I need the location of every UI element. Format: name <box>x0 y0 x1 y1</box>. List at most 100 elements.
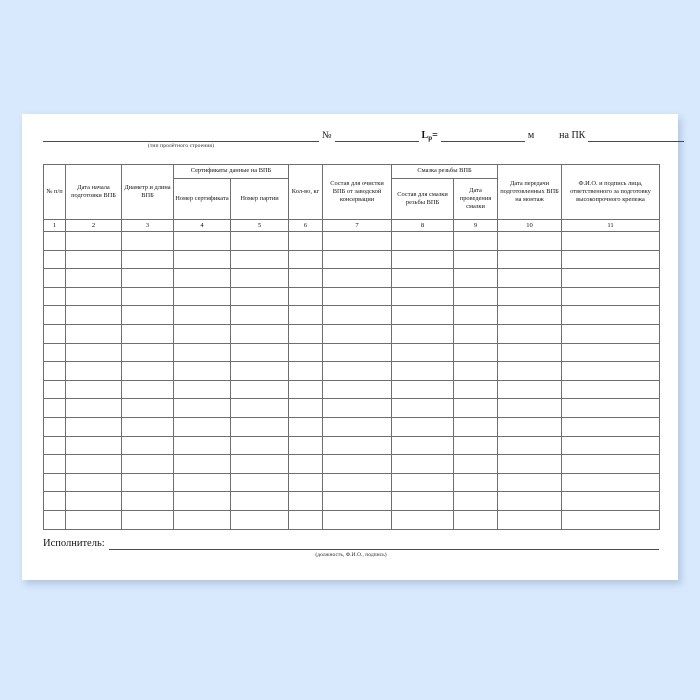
table-cell-r11-c9[interactable] <box>453 416 499 437</box>
table-cell-r14-c7[interactable] <box>322 472 393 493</box>
table-cell-r6-c4[interactable] <box>173 323 231 344</box>
table-cell-r7-c10[interactable] <box>497 342 563 363</box>
table-cell-r13-c1[interactable] <box>43 454 66 474</box>
table-cell-r12-c9[interactable] <box>453 435 499 456</box>
table-cell-r1-c7[interactable] <box>322 231 393 251</box>
table-cell-r13-c5[interactable] <box>229 454 290 474</box>
table-cell-r10-c6[interactable] <box>288 398 324 418</box>
table-cell-r4-c7[interactable] <box>322 286 393 307</box>
table-cell-r11-c7[interactable] <box>322 416 393 437</box>
table-cell-r3-c4[interactable] <box>173 268 231 288</box>
table-cell-r6-c1[interactable] <box>43 323 66 344</box>
table-cell-r11-c8[interactable] <box>391 416 455 437</box>
table-cell-r13-c3[interactable] <box>121 454 174 474</box>
table-cell-r11-c3[interactable] <box>121 416 174 437</box>
table-cell-r3-c2[interactable] <box>65 268 122 288</box>
table-cell-r10-c9[interactable] <box>453 398 499 418</box>
table-cell-r14-c3[interactable] <box>121 472 174 493</box>
table-cell-r7-c8[interactable] <box>391 342 455 363</box>
table-cell-r7-c11[interactable] <box>561 342 661 363</box>
table-cell-r16-c8[interactable] <box>391 509 455 530</box>
table-cell-r5-c11[interactable] <box>561 305 661 325</box>
table-cell-r16-c9[interactable] <box>453 509 499 530</box>
table-cell-r12-c7[interactable] <box>322 435 393 456</box>
table-cell-r3-c6[interactable] <box>288 268 324 288</box>
table-cell-r10-c2[interactable] <box>65 398 122 418</box>
table-cell-r2-c1[interactable] <box>43 249 66 270</box>
table-cell-r16-c3[interactable] <box>121 509 174 530</box>
table-cell-r10-c1[interactable] <box>43 398 66 418</box>
table-cell-r6-c6[interactable] <box>288 323 324 344</box>
table-cell-r4-c10[interactable] <box>497 286 563 307</box>
table-cell-r7-c1[interactable] <box>43 342 66 363</box>
table-cell-r9-c7[interactable] <box>322 379 393 400</box>
table-cell-r4-c4[interactable] <box>173 286 231 307</box>
table-cell-r9-c6[interactable] <box>288 379 324 400</box>
table-cell-r13-c8[interactable] <box>391 454 455 474</box>
table-cell-r13-c10[interactable] <box>497 454 563 474</box>
table-cell-r7-c5[interactable] <box>229 342 290 363</box>
table-cell-r5-c3[interactable] <box>121 305 174 325</box>
table-cell-r14-c4[interactable] <box>173 472 231 493</box>
table-cell-r5-c9[interactable] <box>453 305 499 325</box>
table-cell-r10-c5[interactable] <box>229 398 290 418</box>
table-cell-r4-c5[interactable] <box>229 286 290 307</box>
table-cell-r3-c3[interactable] <box>121 268 174 288</box>
table-cell-r9-c1[interactable] <box>43 379 66 400</box>
table-cell-r13-c11[interactable] <box>561 454 661 474</box>
table-cell-r9-c2[interactable] <box>65 379 122 400</box>
table-cell-r3-c7[interactable] <box>322 268 393 288</box>
table-cell-r5-c5[interactable] <box>229 305 290 325</box>
table-cell-r9-c5[interactable] <box>229 379 290 400</box>
table-cell-r8-c3[interactable] <box>121 361 174 381</box>
table-cell-r15-c6[interactable] <box>288 491 324 511</box>
table-cell-r7-c9[interactable] <box>453 342 499 363</box>
table-cell-r1-c6[interactable] <box>288 231 324 251</box>
table-cell-r2-c10[interactable] <box>497 249 563 270</box>
table-cell-r2-c4[interactable] <box>173 249 231 270</box>
table-cell-r1-c1[interactable] <box>43 231 66 251</box>
table-cell-r8-c4[interactable] <box>173 361 231 381</box>
table-cell-r7-c6[interactable] <box>288 342 324 363</box>
table-cell-r15-c4[interactable] <box>173 491 231 511</box>
table-cell-r10-c11[interactable] <box>561 398 661 418</box>
table-cell-r15-c2[interactable] <box>65 491 122 511</box>
table-cell-r5-c8[interactable] <box>391 305 455 325</box>
table-cell-r15-c8[interactable] <box>391 491 455 511</box>
table-cell-r7-c7[interactable] <box>322 342 393 363</box>
table-cell-r16-c1[interactable] <box>43 509 66 530</box>
table-cell-r8-c7[interactable] <box>322 361 393 381</box>
table-cell-r12-c6[interactable] <box>288 435 324 456</box>
table-cell-r2-c7[interactable] <box>322 249 393 270</box>
table-cell-r12-c11[interactable] <box>561 435 661 456</box>
table-cell-r9-c8[interactable] <box>391 379 455 400</box>
table-cell-r10-c10[interactable] <box>497 398 563 418</box>
table-cell-r11-c2[interactable] <box>65 416 122 437</box>
table-cell-r16-c7[interactable] <box>322 509 393 530</box>
table-cell-r4-c11[interactable] <box>561 286 661 307</box>
table-cell-r16-c5[interactable] <box>229 509 290 530</box>
table-cell-r6-c7[interactable] <box>322 323 393 344</box>
table-cell-r11-c5[interactable] <box>229 416 290 437</box>
table-cell-r9-c11[interactable] <box>561 379 661 400</box>
table-cell-r13-c9[interactable] <box>453 454 499 474</box>
table-cell-r14-c1[interactable] <box>43 472 66 493</box>
table-cell-r9-c10[interactable] <box>497 379 563 400</box>
table-cell-r13-c4[interactable] <box>173 454 231 474</box>
table-cell-r14-c9[interactable] <box>453 472 499 493</box>
table-cell-r8-c5[interactable] <box>229 361 290 381</box>
executor-blank-field[interactable] <box>108 536 659 550</box>
table-cell-r15-c7[interactable] <box>322 491 393 511</box>
table-cell-r14-c10[interactable] <box>497 472 563 493</box>
table-cell-r3-c11[interactable] <box>561 268 661 288</box>
table-cell-r12-c4[interactable] <box>173 435 231 456</box>
table-cell-r5-c4[interactable] <box>173 305 231 325</box>
table-cell-r4-c6[interactable] <box>288 286 324 307</box>
table-cell-r6-c11[interactable] <box>561 323 661 344</box>
table-cell-r1-c10[interactable] <box>497 231 563 251</box>
table-cell-r1-c5[interactable] <box>229 231 290 251</box>
table-cell-r15-c9[interactable] <box>453 491 499 511</box>
table-cell-r2-c2[interactable] <box>65 249 122 270</box>
table-cell-r15-c10[interactable] <box>497 491 563 511</box>
table-cell-r2-c11[interactable] <box>561 249 661 270</box>
